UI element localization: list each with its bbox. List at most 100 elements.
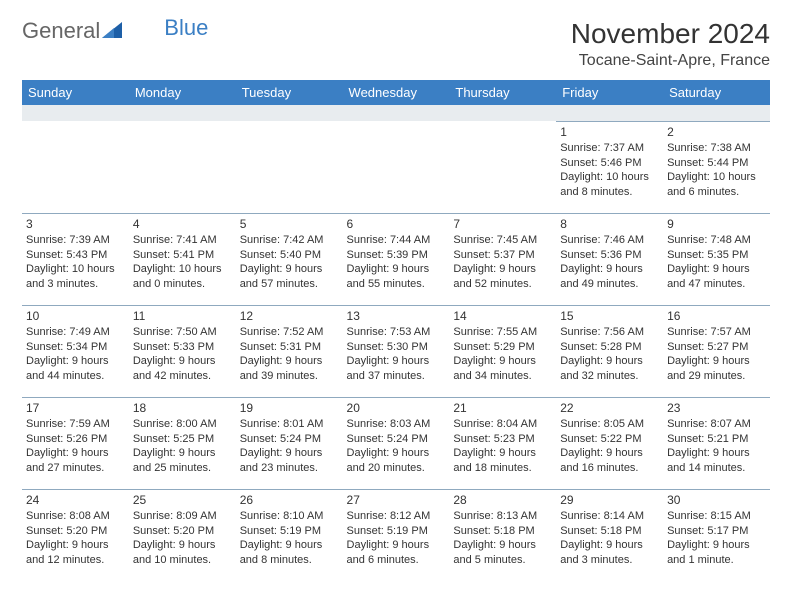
calendar-day-cell [449, 121, 556, 213]
daylight-label: Daylight: 9 hours and 16 minutes. [560, 446, 659, 476]
sunset-label: Sunset: 5:20 PM [26, 524, 125, 539]
daylight-label: Daylight: 9 hours and 27 minutes. [26, 446, 125, 476]
calendar-day-cell: 23Sunrise: 8:07 AMSunset: 5:21 PMDayligh… [663, 397, 770, 489]
sunrise-label: Sunrise: 7:53 AM [347, 325, 446, 340]
calendar-day-cell [236, 121, 343, 213]
daylight-label: Daylight: 9 hours and 49 minutes. [560, 262, 659, 292]
calendar-day-cell: 8Sunrise: 7:46 AMSunset: 5:36 PMDaylight… [556, 213, 663, 305]
calendar-day-cell: 18Sunrise: 8:00 AMSunset: 5:25 PMDayligh… [129, 397, 236, 489]
day-number: 30 [667, 492, 766, 508]
calendar-day-cell: 28Sunrise: 8:13 AMSunset: 5:18 PMDayligh… [449, 489, 556, 581]
day-number: 25 [133, 492, 232, 508]
col-thursday: Thursday [449, 80, 556, 105]
sunset-label: Sunset: 5:18 PM [560, 524, 659, 539]
daylight-label: Daylight: 9 hours and 57 minutes. [240, 262, 339, 292]
calendar-day-cell: 27Sunrise: 8:12 AMSunset: 5:19 PMDayligh… [343, 489, 450, 581]
daylight-label: Daylight: 9 hours and 3 minutes. [560, 538, 659, 568]
sunset-label: Sunset: 5:22 PM [560, 432, 659, 447]
calendar-day-cell: 12Sunrise: 7:52 AMSunset: 5:31 PMDayligh… [236, 305, 343, 397]
sunrise-label: Sunrise: 7:55 AM [453, 325, 552, 340]
col-friday: Friday [556, 80, 663, 105]
sunset-label: Sunset: 5:26 PM [26, 432, 125, 447]
calendar-week-row: 3Sunrise: 7:39 AMSunset: 5:43 PMDaylight… [22, 213, 770, 305]
calendar-day-cell: 30Sunrise: 8:15 AMSunset: 5:17 PMDayligh… [663, 489, 770, 581]
sunset-label: Sunset: 5:24 PM [240, 432, 339, 447]
daylight-label: Daylight: 9 hours and 42 minutes. [133, 354, 232, 384]
day-number: 3 [26, 216, 125, 232]
day-number: 26 [240, 492, 339, 508]
sunset-label: Sunset: 5:34 PM [26, 340, 125, 355]
sunrise-label: Sunrise: 8:15 AM [667, 509, 766, 524]
sunset-label: Sunset: 5:28 PM [560, 340, 659, 355]
col-tuesday: Tuesday [236, 80, 343, 105]
sunrise-label: Sunrise: 7:50 AM [133, 325, 232, 340]
daylight-label: Daylight: 9 hours and 10 minutes. [133, 538, 232, 568]
day-number: 23 [667, 400, 766, 416]
calendar-week-row: 10Sunrise: 7:49 AMSunset: 5:34 PM Dayligh… [22, 305, 770, 397]
sunrise-label: Sunrise: 7:38 AM [667, 141, 766, 156]
logo-text-blue: Blue [164, 15, 208, 41]
daylight-label: Daylight: 9 hours and 52 minutes. [453, 262, 552, 292]
calendar-day-cell: 26Sunrise: 8:10 AMSunset: 5:19 PMDayligh… [236, 489, 343, 581]
sunrise-label: Sunrise: 8:05 AM [560, 417, 659, 432]
sunset-label: Sunset: 5:29 PM [453, 340, 552, 355]
sunset-label: Sunset: 5:46 PM [560, 156, 659, 171]
sunset-label: Sunset: 5:30 PM [347, 340, 446, 355]
calendar-day-cell: 25Sunrise: 8:09 AMSunset: 5:20 PMDayligh… [129, 489, 236, 581]
day-number: 5 [240, 216, 339, 232]
sunset-label: Sunset: 5:21 PM [667, 432, 766, 447]
daylight-label: Daylight: 9 hours and 23 minutes. [240, 446, 339, 476]
sunset-label: Sunset: 5:39 PM [347, 248, 446, 263]
sunset-label: Sunset: 5:19 PM [347, 524, 446, 539]
day-number: 21 [453, 400, 552, 416]
day-number: 29 [560, 492, 659, 508]
sunset-label: Sunset: 5:18 PM [453, 524, 552, 539]
calendar-day-cell: 15Sunrise: 7:56 AMSunset: 5:28 PMDayligh… [556, 305, 663, 397]
day-number: 16 [667, 308, 766, 324]
day-number: 11 [133, 308, 232, 324]
sunset-label: Sunset: 5:44 PM [667, 156, 766, 171]
daylight-label: Daylight: 9 hours and 14 minutes. [667, 446, 766, 476]
calendar-week-row: 24Sunrise: 8:08 AMSunset: 5:20 PMDayligh… [22, 489, 770, 581]
day-number: 9 [667, 216, 766, 232]
daylight-label: Daylight: 9 hours and 47 minutes. [667, 262, 766, 292]
day-number: 13 [347, 308, 446, 324]
logo-mark-icon [102, 18, 122, 44]
sunrise-label: Sunrise: 8:13 AM [453, 509, 552, 524]
calendar-day-cell: 17Sunrise: 7:59 AMSunset: 5:26 PMDayligh… [22, 397, 129, 489]
day-number: 12 [240, 308, 339, 324]
calendar-week-row: 17Sunrise: 7:59 AMSunset: 5:26 PMDayligh… [22, 397, 770, 489]
daylight-label: Daylight: 10 hours and 0 minutes. [133, 262, 232, 292]
daylight-label: Daylight: 9 hours and 32 minutes. [560, 354, 659, 384]
page-title: November 2024 [571, 18, 770, 50]
daylight-label: Daylight: 9 hours and 34 minutes. [453, 354, 552, 384]
sunrise-label: Sunrise: 7:49 AM [26, 325, 125, 340]
daylight-label: Daylight: 10 hours and 6 minutes. [667, 170, 766, 200]
daylight-label: Daylight: 9 hours and 29 minutes. [667, 354, 766, 384]
day-number: 14 [453, 308, 552, 324]
day-number: 10 [26, 308, 125, 324]
calendar-day-cell: 14Sunrise: 7:55 AMSunset: 5:29 PMDayligh… [449, 305, 556, 397]
col-saturday: Saturday [663, 80, 770, 105]
day-number: 2 [667, 124, 766, 140]
sunset-label: Sunset: 5:36 PM [560, 248, 659, 263]
daylight-label: Daylight: 9 hours and 6 minutes. [347, 538, 446, 568]
day-number: 8 [560, 216, 659, 232]
calendar-day-cell: 16Sunrise: 7:57 AMSunset: 5:27 PMDayligh… [663, 305, 770, 397]
calendar-day-cell: 11Sunrise: 7:50 AMSunset: 5:33 PMDayligh… [129, 305, 236, 397]
calendar-day-cell [22, 121, 129, 213]
sunrise-label: Sunrise: 7:52 AM [240, 325, 339, 340]
day-number: 17 [26, 400, 125, 416]
daylight-label: Daylight: 9 hours and 18 minutes. [453, 446, 552, 476]
sunrise-label: Sunrise: 7:41 AM [133, 233, 232, 248]
daylight-label: Daylight: 10 hours and 3 minutes. [26, 262, 125, 292]
sunrise-label: Sunrise: 8:09 AM [133, 509, 232, 524]
sunrise-label: Sunrise: 7:57 AM [667, 325, 766, 340]
day-number: 15 [560, 308, 659, 324]
sunrise-label: Sunrise: 7:39 AM [26, 233, 125, 248]
calendar-week-row: 1Sunrise: 7:37 AMSunset: 5:46 PMDaylight… [22, 121, 770, 213]
sunset-label: Sunset: 5:23 PM [453, 432, 552, 447]
logo: General Blue [22, 18, 208, 44]
calendar-table: Sunday Monday Tuesday Wednesday Thursday… [22, 80, 770, 581]
sunset-label: Sunset: 5:33 PM [133, 340, 232, 355]
